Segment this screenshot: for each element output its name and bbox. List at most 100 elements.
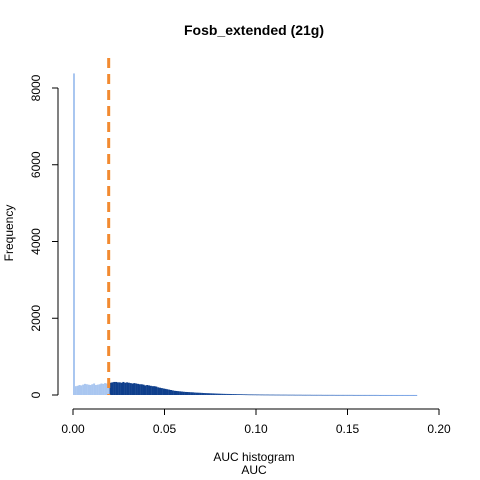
y-tick-label: 8000 <box>29 74 43 101</box>
histogram-bar <box>166 389 169 395</box>
histogram-bar <box>91 384 94 395</box>
histogram-bar <box>234 394 237 395</box>
histogram-bar <box>131 383 134 395</box>
histogram-bar <box>115 381 118 395</box>
histogram-bar <box>340 394 343 396</box>
histogram-bar <box>241 394 244 396</box>
histogram-bar <box>197 392 200 395</box>
histogram-bar <box>261 394 264 396</box>
histogram-bar <box>78 385 81 395</box>
histogram-bar <box>162 388 165 395</box>
x-axis-label: AUC <box>241 463 267 477</box>
histogram-bar <box>100 383 103 395</box>
histogram-bar <box>105 383 108 395</box>
histogram-bar <box>285 394 288 396</box>
histogram-bar <box>385 394 388 396</box>
histogram-bar <box>180 391 183 395</box>
histogram-bar <box>374 394 377 396</box>
histogram-bar <box>93 383 96 395</box>
histogram-bar <box>409 394 412 396</box>
histogram-bar <box>407 394 410 396</box>
histogram-bar <box>190 392 193 395</box>
histogram-bar <box>219 393 222 395</box>
histogram-bar <box>248 394 251 396</box>
histogram-bar <box>133 383 136 395</box>
histogram-bar <box>76 385 79 395</box>
histogram-bar <box>217 393 220 395</box>
histogram-bar <box>371 394 374 396</box>
histogram-bar <box>380 394 383 396</box>
histogram-bar <box>116 382 119 395</box>
y-tick-label: 2000 <box>29 305 43 332</box>
histogram-bar <box>283 394 286 396</box>
histogram-bar <box>164 388 167 395</box>
histogram-bar <box>184 391 187 395</box>
histogram-bar <box>243 394 246 396</box>
histogram-bar <box>404 394 407 396</box>
histogram-bar <box>171 390 174 395</box>
histogram-bar <box>266 394 269 396</box>
histogram-bar <box>354 394 357 396</box>
histogram-bar <box>96 384 99 395</box>
histogram-bar <box>129 383 132 395</box>
histogram-bar <box>331 394 334 396</box>
histogram-bar <box>127 382 130 395</box>
histogram-bar <box>345 394 348 396</box>
histogram-bar <box>102 383 105 395</box>
histogram-bar <box>347 394 350 396</box>
histogram-bar <box>195 392 198 395</box>
histogram-bar <box>212 393 215 395</box>
histogram-bar <box>318 394 321 396</box>
histogram-bar <box>310 394 313 396</box>
histogram-bar <box>122 381 125 395</box>
x-tick-label: 0.20 <box>427 422 451 436</box>
histogram-bar <box>336 394 339 396</box>
histogram-bar <box>179 391 182 395</box>
histogram-bar <box>146 385 149 395</box>
histogram-bar <box>378 394 381 396</box>
histogram-bar <box>298 394 301 396</box>
histogram-bar <box>208 393 211 395</box>
histogram-bar <box>342 394 344 396</box>
histogram-bar <box>314 394 317 396</box>
histogram-bar <box>137 383 140 395</box>
histogram-bar <box>256 394 258 396</box>
histogram-bar <box>235 394 238 395</box>
x-tick-label: 0.00 <box>61 422 85 436</box>
histogram-bar <box>124 382 127 395</box>
histogram-bar <box>362 394 365 396</box>
histogram-bar <box>351 394 354 396</box>
histogram-bar <box>175 390 178 395</box>
histogram-bar <box>356 394 359 396</box>
histogram-bar <box>151 386 154 395</box>
histogram-bar <box>279 394 282 396</box>
histogram-bar <box>89 385 92 395</box>
histogram-bar <box>299 394 302 396</box>
histogram-bars <box>73 73 418 396</box>
histogram-bar <box>120 382 123 395</box>
histogram-bar <box>177 391 180 395</box>
histogram-bar <box>309 394 312 396</box>
histogram-bar <box>138 384 141 395</box>
histogram-bar <box>349 394 352 396</box>
histogram-bar <box>287 394 290 396</box>
histogram-bar <box>415 394 418 396</box>
histogram-bar <box>294 394 297 396</box>
histogram-bar <box>301 394 304 396</box>
histogram-bar <box>239 394 242 395</box>
y-axis-label: Frequency <box>2 205 16 262</box>
histogram-bar <box>223 393 226 395</box>
histogram-bar <box>272 394 275 396</box>
histogram-bar <box>109 382 112 395</box>
histogram-bar <box>303 394 306 396</box>
histogram-bar <box>395 394 398 396</box>
histogram-bar <box>389 394 392 396</box>
histogram-bar <box>373 394 376 396</box>
histogram-bar <box>245 394 247 396</box>
histogram-bar <box>365 394 368 396</box>
histogram-bar <box>80 385 83 395</box>
y-tick-label: 4000 <box>29 228 43 255</box>
histogram-bar <box>169 390 172 395</box>
histogram-bar <box>387 394 390 396</box>
histogram-bar <box>265 394 268 396</box>
